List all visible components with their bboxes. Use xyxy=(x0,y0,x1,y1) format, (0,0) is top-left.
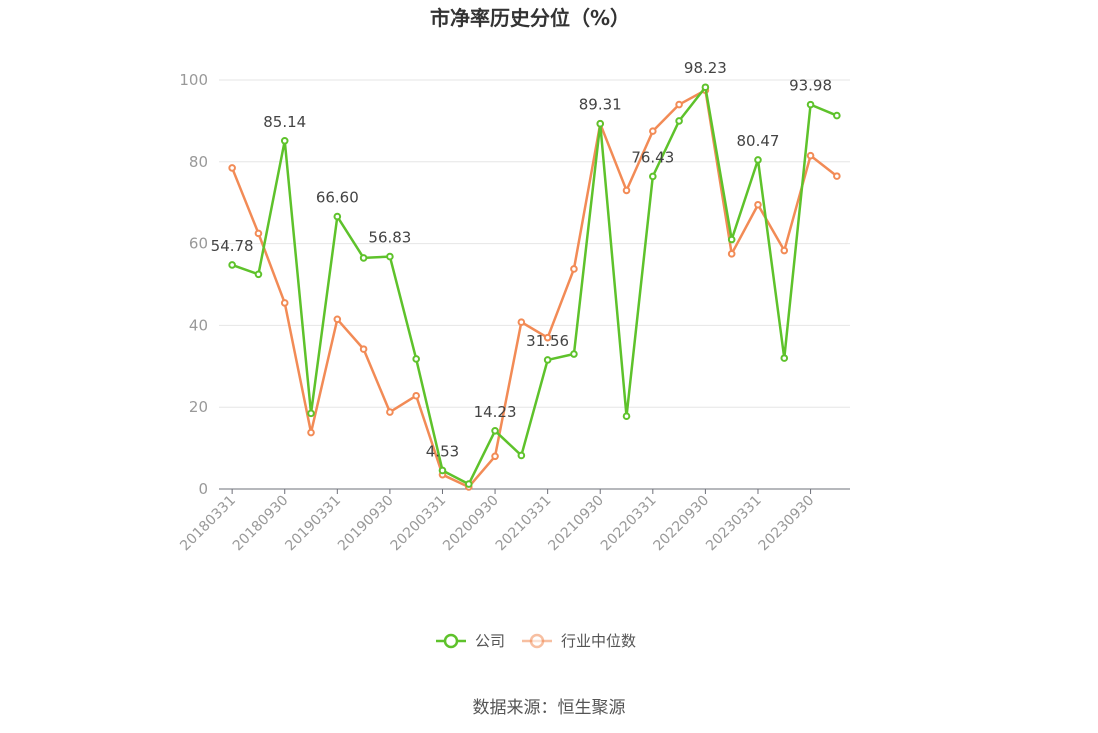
data-point[interactable] xyxy=(464,480,473,488)
x-tick-label: 20230930 xyxy=(756,493,818,555)
legend-marker xyxy=(529,633,545,649)
data-point[interactable] xyxy=(543,356,552,364)
data-point[interactable] xyxy=(412,355,420,363)
series-group xyxy=(228,83,841,491)
data-point[interactable] xyxy=(517,451,526,460)
x-tick-label: 20220331 xyxy=(598,493,660,555)
legend[interactable]: 公司 行业中位数 xyxy=(436,632,636,650)
x-tick-label: 20230331 xyxy=(703,493,765,555)
data-point[interactable] xyxy=(280,299,289,307)
data-label: 66.60 xyxy=(316,189,359,207)
data-point[interactable] xyxy=(254,270,263,279)
data-point[interactable] xyxy=(833,111,841,120)
data-point[interactable] xyxy=(754,200,762,209)
y-tick-label: 80 xyxy=(189,153,208,171)
series-line xyxy=(231,85,838,486)
data-point[interactable] xyxy=(675,100,683,109)
data-point[interactable] xyxy=(386,408,394,416)
data-point[interactable] xyxy=(570,265,578,273)
x-tick-label: 20180331 xyxy=(177,493,239,555)
x-tick-label: 20180930 xyxy=(230,493,292,555)
legend-label: 公司 xyxy=(475,632,505,650)
data-label: 56.83 xyxy=(368,229,411,247)
y-tick-label: 60 xyxy=(189,235,208,253)
data-label: 4.53 xyxy=(426,442,459,460)
data-point[interactable] xyxy=(596,119,605,128)
data-point[interactable] xyxy=(228,164,236,172)
y-axis: 0 20 40 60 80 100 xyxy=(179,71,208,498)
legend-marker xyxy=(443,633,459,649)
data-point[interactable] xyxy=(622,412,631,420)
data-point[interactable] xyxy=(333,212,342,221)
data-point[interactable] xyxy=(649,127,657,135)
data-point[interactable] xyxy=(701,83,710,92)
data-point[interactable] xyxy=(806,151,815,160)
data-point[interactable] xyxy=(754,156,762,164)
data-point[interactable] xyxy=(307,409,315,418)
x-tick-label: 20190331 xyxy=(282,493,344,555)
legend-label: 行业中位数 xyxy=(561,632,636,650)
x-tick-label: 20200930 xyxy=(440,493,502,555)
data-label: 85.14 xyxy=(263,113,306,131)
y-tick-label: 0 xyxy=(198,480,208,498)
data-point[interactable] xyxy=(570,350,578,358)
x-tick-label: 20210331 xyxy=(493,493,555,555)
y-tick-label: 40 xyxy=(189,316,208,334)
source-note: 数据来源：恒生聚源 xyxy=(473,698,626,718)
x-tick-label: 20220930 xyxy=(651,493,713,555)
data-point[interactable] xyxy=(517,318,526,326)
data-label: 80.47 xyxy=(737,132,780,150)
data-point[interactable] xyxy=(780,354,789,362)
data-point[interactable] xyxy=(780,246,789,255)
data-point[interactable] xyxy=(675,117,683,125)
data-point[interactable] xyxy=(438,466,447,475)
data-label: 76.43 xyxy=(631,148,674,166)
data-point[interactable] xyxy=(833,172,841,180)
data-point[interactable] xyxy=(491,426,499,435)
data-point[interactable] xyxy=(412,391,420,400)
data-point[interactable] xyxy=(622,186,631,195)
data-point[interactable] xyxy=(727,235,736,244)
data-point[interactable] xyxy=(727,250,736,258)
data-point[interactable] xyxy=(280,136,289,145)
series-0 xyxy=(228,83,841,488)
data-point[interactable] xyxy=(649,172,657,181)
data-point[interactable] xyxy=(228,261,236,269)
data-label: 89.31 xyxy=(579,96,622,114)
series-line xyxy=(230,88,838,489)
legend-item-0[interactable]: 公司 xyxy=(436,632,505,650)
data-point[interactable] xyxy=(333,315,342,324)
x-tick-label: 20200331 xyxy=(388,493,450,555)
x-axis: 2018033120180930201903312019093020200331… xyxy=(177,488,850,555)
legend-item-1[interactable]: 行业中位数 xyxy=(522,632,636,650)
data-point[interactable] xyxy=(359,345,368,353)
data-point[interactable] xyxy=(543,333,552,342)
data-point[interactable] xyxy=(806,100,815,109)
grid-lines xyxy=(219,79,850,408)
data-label: 98.23 xyxy=(684,59,727,77)
data-point[interactable] xyxy=(386,252,394,261)
x-tick-label: 20210930 xyxy=(545,493,607,555)
data-point[interactable] xyxy=(491,452,499,461)
data-label: 14.23 xyxy=(474,403,517,421)
x-tick-label: 20190930 xyxy=(335,493,397,555)
chart-title: 市净率历史分位（%） xyxy=(430,6,630,30)
data-label: 54.78 xyxy=(211,237,254,255)
y-tick-label: 100 xyxy=(179,71,208,89)
data-labels: 54.78 85.14 66.60 56.83 4.53 14.23 31.56 89.31 7… xyxy=(211,59,832,460)
y-tick-label: 20 xyxy=(189,398,208,416)
data-label: 31.56 xyxy=(526,332,569,350)
data-label: 93.98 xyxy=(789,77,832,95)
data-point[interactable] xyxy=(307,428,315,437)
data-point[interactable] xyxy=(359,254,368,262)
data-point[interactable] xyxy=(254,229,263,238)
